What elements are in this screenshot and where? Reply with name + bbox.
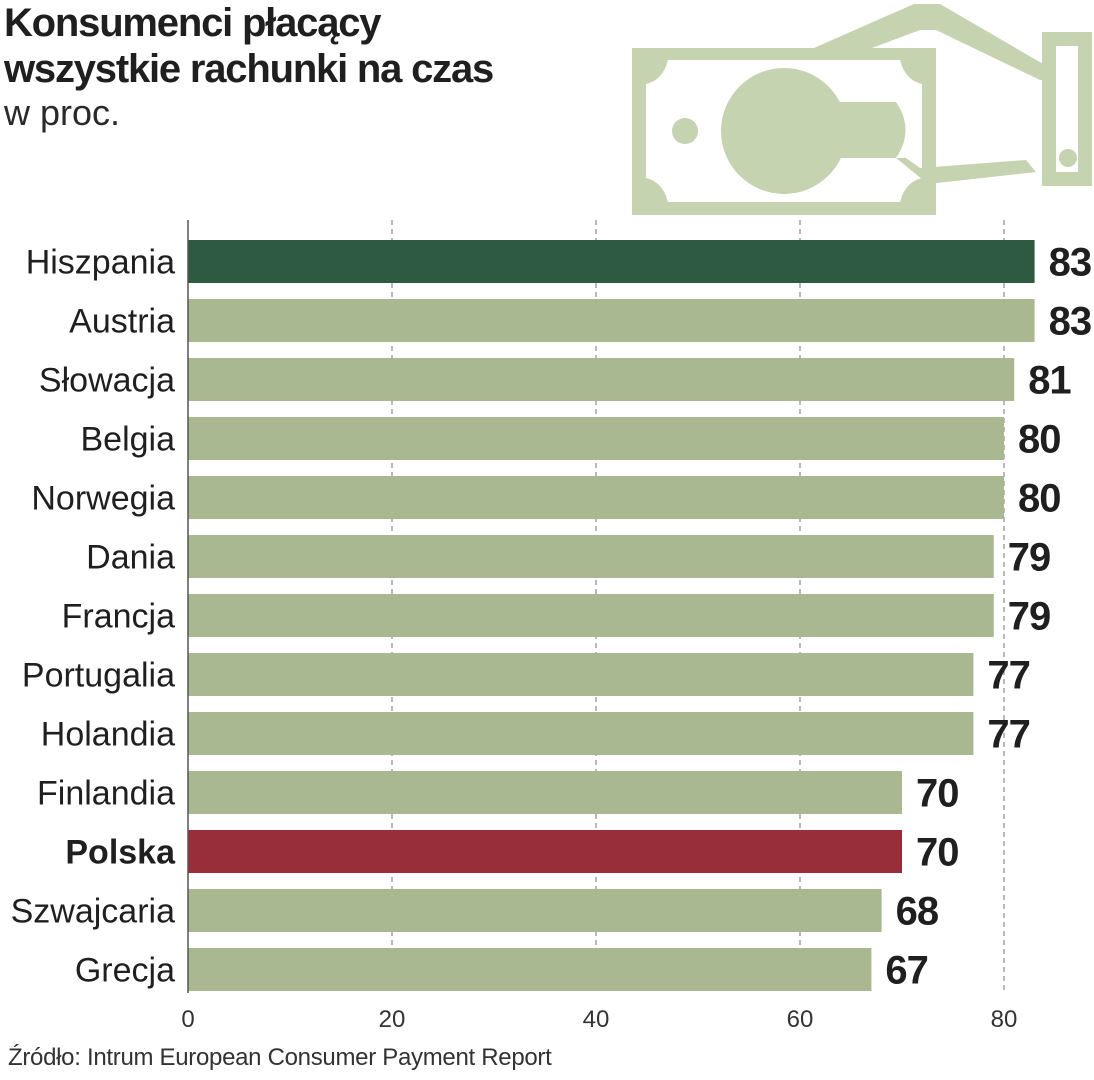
x-tick-label: 40 [583, 1006, 610, 1033]
hand-arm-shape [814, 4, 1050, 80]
category-label: Austria [69, 303, 175, 341]
data-label: 70 [916, 772, 959, 816]
category-label: Szwajcaria [11, 893, 175, 931]
bar-chart: 0 20 40 60 80 Hiszpania 83 Austria 83 Słowacja 81 B… [11, 220, 1092, 1033]
hand-thumb-shape [806, 102, 906, 158]
sleeve-cuff-shape [1042, 32, 1092, 186]
data-label: 79 [1008, 536, 1051, 580]
category-label: Belgia [80, 421, 175, 459]
bar [188, 889, 882, 932]
source-note: Źródło: Intrum European Consumer Payment… [8, 1044, 552, 1071]
bar [188, 594, 994, 637]
data-label: 83 [1049, 241, 1092, 285]
bar [188, 240, 1035, 283]
bar [188, 299, 1035, 342]
bar [188, 358, 1015, 401]
bar [188, 653, 974, 696]
bar [188, 476, 1004, 519]
hand-paying-banknote-icon [628, 0, 1094, 222]
data-label: 67 [885, 949, 928, 993]
category-label: Słowacja [39, 362, 175, 400]
chart-subtitle: w proc. [4, 92, 121, 133]
category-label: Holandia [41, 716, 175, 754]
x-tick-label: 20 [379, 1006, 406, 1033]
data-label: 81 [1028, 359, 1071, 403]
bar [188, 830, 902, 873]
data-label: 83 [1049, 300, 1092, 344]
data-label: 68 [896, 890, 939, 934]
hand-palm-shape [896, 158, 1036, 184]
bar [188, 417, 1004, 460]
chart-header: Konsumenci płacący wszystkie rachunki na… [4, 0, 624, 132]
category-label: Finlandia [37, 775, 175, 813]
x-tick-label: 0 [181, 1006, 194, 1033]
data-label: 77 [987, 654, 1030, 698]
category-label: Francja [62, 598, 175, 636]
chart-title-line-1: Konsumenci płacący [4, 1, 382, 45]
bar [188, 771, 902, 814]
x-tick-label: 60 [787, 1006, 814, 1033]
data-label: 80 [1018, 418, 1061, 462]
data-label: 70 [916, 831, 959, 875]
data-label: 79 [1008, 595, 1051, 639]
data-label: 80 [1018, 477, 1061, 521]
banknote-shape [632, 48, 936, 215]
banknote-dot-shape [672, 118, 698, 144]
category-label: Portugalia [22, 657, 175, 695]
cuff-button-shape [1059, 149, 1077, 167]
bar [188, 948, 872, 991]
category-label: Hiszpania [26, 244, 175, 282]
category-label: Grecja [75, 952, 175, 990]
data-label: 77 [987, 713, 1030, 757]
category-label: Polska [65, 834, 176, 872]
x-tick-label: 80 [991, 1006, 1018, 1033]
category-label: Dania [86, 539, 175, 577]
coin-shape [721, 68, 847, 194]
chart-title-line-2: wszystkie rachunki na czas [4, 47, 494, 91]
category-label: Norwegia [31, 480, 175, 518]
bar [188, 712, 974, 755]
bar [188, 535, 994, 578]
